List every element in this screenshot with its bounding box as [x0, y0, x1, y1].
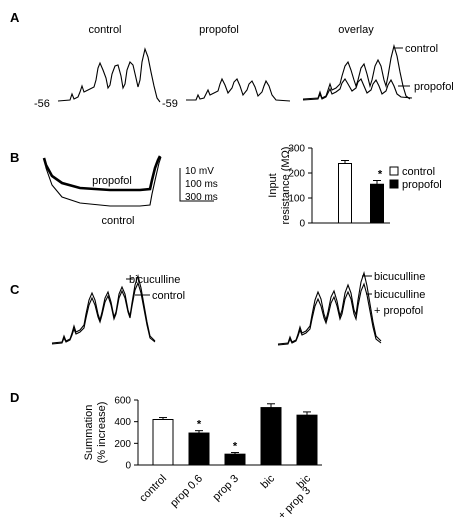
chart-d-category-label: control — [137, 473, 169, 505]
panel-a-baseline-control: -56 — [34, 98, 50, 110]
chart-d-y-label-line: Summation — [83, 405, 95, 461]
panel-a-title-propofol: propofol — [199, 24, 239, 36]
chart-d-category-label: bic — [259, 472, 278, 491]
chart-b-bar — [338, 163, 352, 224]
chart-d-bar — [224, 453, 246, 466]
trace-a-overlay-propofol — [302, 78, 413, 101]
scale-bar-time-long: 300 ms — [185, 192, 218, 203]
chart-d-significance-marker: * — [233, 441, 238, 453]
chart-d-bar — [296, 414, 318, 466]
panel-d: D 0 200 400 600 Summation(% increase) control… — [10, 390, 322, 522]
panel-c-right-label-propofol: + propofol — [374, 305, 423, 317]
panel-b-trace-label-control: control — [101, 215, 134, 227]
chart-b-y-label: Inputresistance (MΩ) — [267, 147, 292, 225]
panel-a-baseline-propofol: -59 — [162, 98, 178, 110]
chart-b-y-tick-label: 300 — [288, 144, 305, 155]
chart-b-y-tick-label: 200 — [288, 169, 305, 180]
chart-d-y-tick-label: 400 — [114, 417, 131, 428]
chart-d-y-tick-label: 0 — [125, 461, 131, 472]
chart-d-y-tick-label: 200 — [114, 439, 131, 450]
legend-swatch-control — [389, 166, 399, 176]
trace-b-control — [43, 156, 162, 207]
chart-d-bar — [260, 407, 282, 466]
panel-letter-d: D — [10, 390, 19, 405]
chart-d-category-label: prop 3 — [211, 473, 242, 504]
chart-b-bar — [370, 183, 384, 224]
panel-letter-b: B — [10, 150, 19, 165]
trace-b-propofol — [42, 155, 162, 192]
chart-d-bar — [152, 419, 174, 466]
legend-swatch-propofol — [389, 179, 399, 189]
scale-bar-time-short: 100 ms — [185, 179, 218, 190]
chart-d-y-label: Summation(% increase) — [83, 402, 108, 464]
chart-d-category-label: prop 0.6 — [168, 473, 205, 510]
panel-c: C bicuculline control bicuculline bicucu… — [10, 270, 425, 346]
trace-c-left-bicuculline — [51, 274, 156, 344]
panel-c-right-label-bicuculline: bicuculline — [374, 271, 425, 283]
panel-letter-c: C — [10, 282, 20, 297]
chart-b-y-label-line: resistance (MΩ) — [280, 147, 292, 225]
panel-a-legend-control: control — [405, 43, 438, 55]
chart-d-significance-marker: * — [197, 419, 202, 431]
panel-b: B propofol control 10 mV 100 ms 300 ms c… — [10, 144, 442, 230]
chart-d-y-tick-label: 600 — [114, 396, 131, 407]
panel-c-label-bicuculline: bicuculline — [129, 274, 180, 286]
trace-a-propofol — [186, 77, 291, 102]
chart-d-y-label-line: (% increase) — [96, 402, 108, 464]
trace-a-overlay-control — [302, 43, 411, 100]
chart-d-category-label: + prop 3 — [276, 485, 313, 522]
chart-b-y-tick-label: 100 — [288, 194, 305, 205]
panel-a-legend-propofol: propofol — [414, 81, 454, 93]
panel-c-label-control: control — [152, 290, 185, 302]
chart-b-significance-marker: * — [378, 169, 383, 181]
panel-b-trace-label-propofol: propofol — [92, 175, 132, 187]
chart-d-bar — [188, 432, 210, 466]
trace-c-right-bicuculline — [277, 270, 382, 345]
panel-b-legend-control: control — [402, 166, 435, 178]
panel-a: A control propofol overlay -56 -59 contr… — [10, 10, 454, 110]
trace-a-control — [57, 47, 161, 103]
trace-c-left-control — [51, 281, 156, 345]
trace-c-right-bicuculline-propofol — [277, 282, 382, 346]
summation-chart: 0 200 400 600 Summation(% increase) control * p… — [83, 396, 322, 522]
panel-b-legend-propofol: propofol — [402, 179, 442, 191]
chart-b-y-tick-label: 0 — [299, 219, 305, 230]
chart-b-y-label-line: Input — [267, 173, 279, 197]
panel-letter-a: A — [10, 10, 20, 25]
panel-a-title-overlay: overlay — [338, 24, 374, 36]
scale-bar — [179, 168, 214, 202]
panel-a-title-control: control — [88, 24, 121, 36]
scale-bar-voltage: 10 mV — [185, 166, 214, 177]
panel-c-right-label-bicuculline-2: bicuculline — [374, 289, 425, 301]
